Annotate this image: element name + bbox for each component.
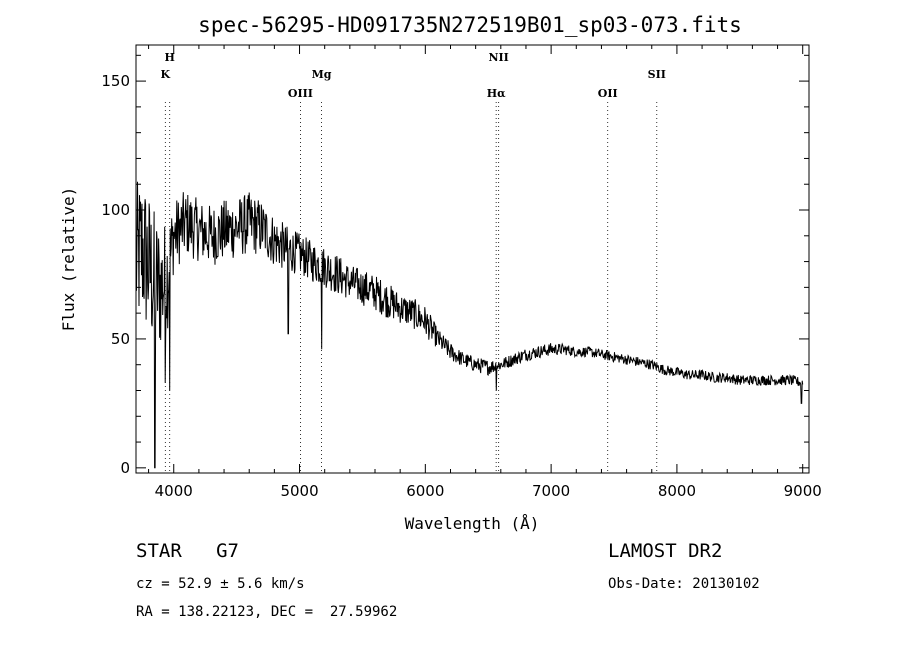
x-tick-label-2: 6000 bbox=[406, 482, 444, 500]
y-tick-label-1: 50 bbox=[111, 330, 130, 348]
x-tick-label-0: 4000 bbox=[155, 482, 193, 500]
spectral-line-label-7: SII bbox=[648, 68, 666, 81]
x-tick-label-1: 5000 bbox=[280, 482, 318, 500]
plot-frame bbox=[135, 44, 810, 474]
spectral-line-label-2: OIII bbox=[288, 87, 313, 100]
axis-ticks: 4000 5000 6000 7000 8000 9000 0 50 100 150 bbox=[101, 45, 822, 500]
x-tick-label-4: 8000 bbox=[658, 482, 696, 500]
y-tick-label-2: 100 bbox=[101, 201, 130, 219]
x-axis-label: Wavelength (Å) bbox=[405, 514, 540, 533]
flux-series-line bbox=[135, 181, 804, 469]
y-tick-label-0: 0 bbox=[120, 459, 130, 477]
spectral-line-label-3: Mg bbox=[312, 68, 332, 81]
y-axis-label: Flux (relative) bbox=[59, 187, 78, 332]
x-tick-label-3: 7000 bbox=[532, 482, 570, 500]
star-type-label: STAR G7 bbox=[136, 540, 239, 562]
spectral-line-label-5: NII bbox=[488, 51, 508, 64]
spectral-line-label-1: H bbox=[165, 51, 175, 64]
survey-label: LAMOST DR2 bbox=[608, 540, 723, 562]
spectral-line-label-0: K bbox=[161, 68, 171, 81]
spectral-line-label-4: Hα bbox=[487, 87, 506, 100]
y-tick-label-3: 150 bbox=[101, 72, 130, 90]
radec-label: RA = 138.22123, DEC = 27.59962 bbox=[136, 604, 398, 620]
obs-date-label: Obs-Date: 20130102 bbox=[608, 576, 760, 592]
chart-title: spec-56295-HD091735N272519B01_sp03-073.f… bbox=[198, 13, 742, 37]
x-tick-label-5: 9000 bbox=[784, 482, 822, 500]
cz-label: cz = 52.9 ± 5.6 km/s bbox=[136, 576, 305, 592]
spectral-line-markers: KH OIII Mg Hα NII OII SII bbox=[161, 51, 666, 473]
spectral-line-label-6: OII bbox=[598, 87, 618, 100]
